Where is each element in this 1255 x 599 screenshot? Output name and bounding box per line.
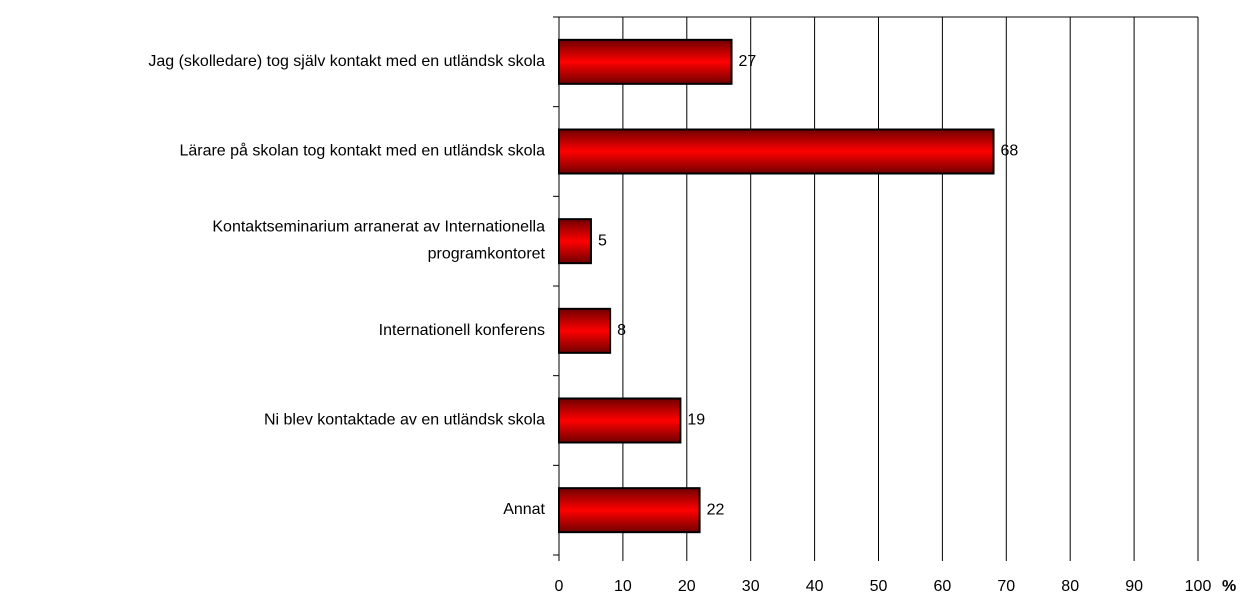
x-axis-label: % <box>1222 578 1236 595</box>
y-tick-label: Jag (skolledare) tog själv kontakt med e… <box>148 53 545 70</box>
x-tick-label: 40 <box>806 578 824 595</box>
bar <box>558 218 592 265</box>
x-tick-label: 50 <box>870 578 888 595</box>
y-tick-label: Annat <box>503 501 545 518</box>
bar <box>558 128 995 175</box>
y-tick-label: Kontaktseminarium arranerat av Internati… <box>212 219 545 263</box>
bar <box>558 397 682 444</box>
y-tick-label: Lärare på skolan tog kontakt med en utlä… <box>179 142 545 160</box>
value-label: 22 <box>707 501 725 518</box>
x-tick-label: 80 <box>1061 578 1079 595</box>
x-tick-label: 70 <box>997 578 1015 595</box>
bar <box>558 38 733 85</box>
x-tick-label: 60 <box>934 578 952 595</box>
x-tick-label: 90 <box>1125 578 1143 595</box>
x-tick-label: 20 <box>678 578 696 595</box>
value-label: 68 <box>1001 143 1019 160</box>
bar <box>558 487 701 534</box>
x-tick-label: 0 <box>555 578 564 595</box>
bar <box>558 307 612 354</box>
y-tick-label: Internationell konferens <box>379 322 545 339</box>
y-tick-label: Ni blev kontaktade av en utländsk skola <box>264 412 545 429</box>
value-label: 27 <box>739 53 757 70</box>
value-label: 8 <box>617 322 626 339</box>
x-tick-label: 100 <box>1185 578 1212 595</box>
value-label: 5 <box>598 232 607 249</box>
x-tick-label: 10 <box>614 578 632 595</box>
x-tick-label: 30 <box>742 578 760 595</box>
value-label: 19 <box>687 412 705 429</box>
